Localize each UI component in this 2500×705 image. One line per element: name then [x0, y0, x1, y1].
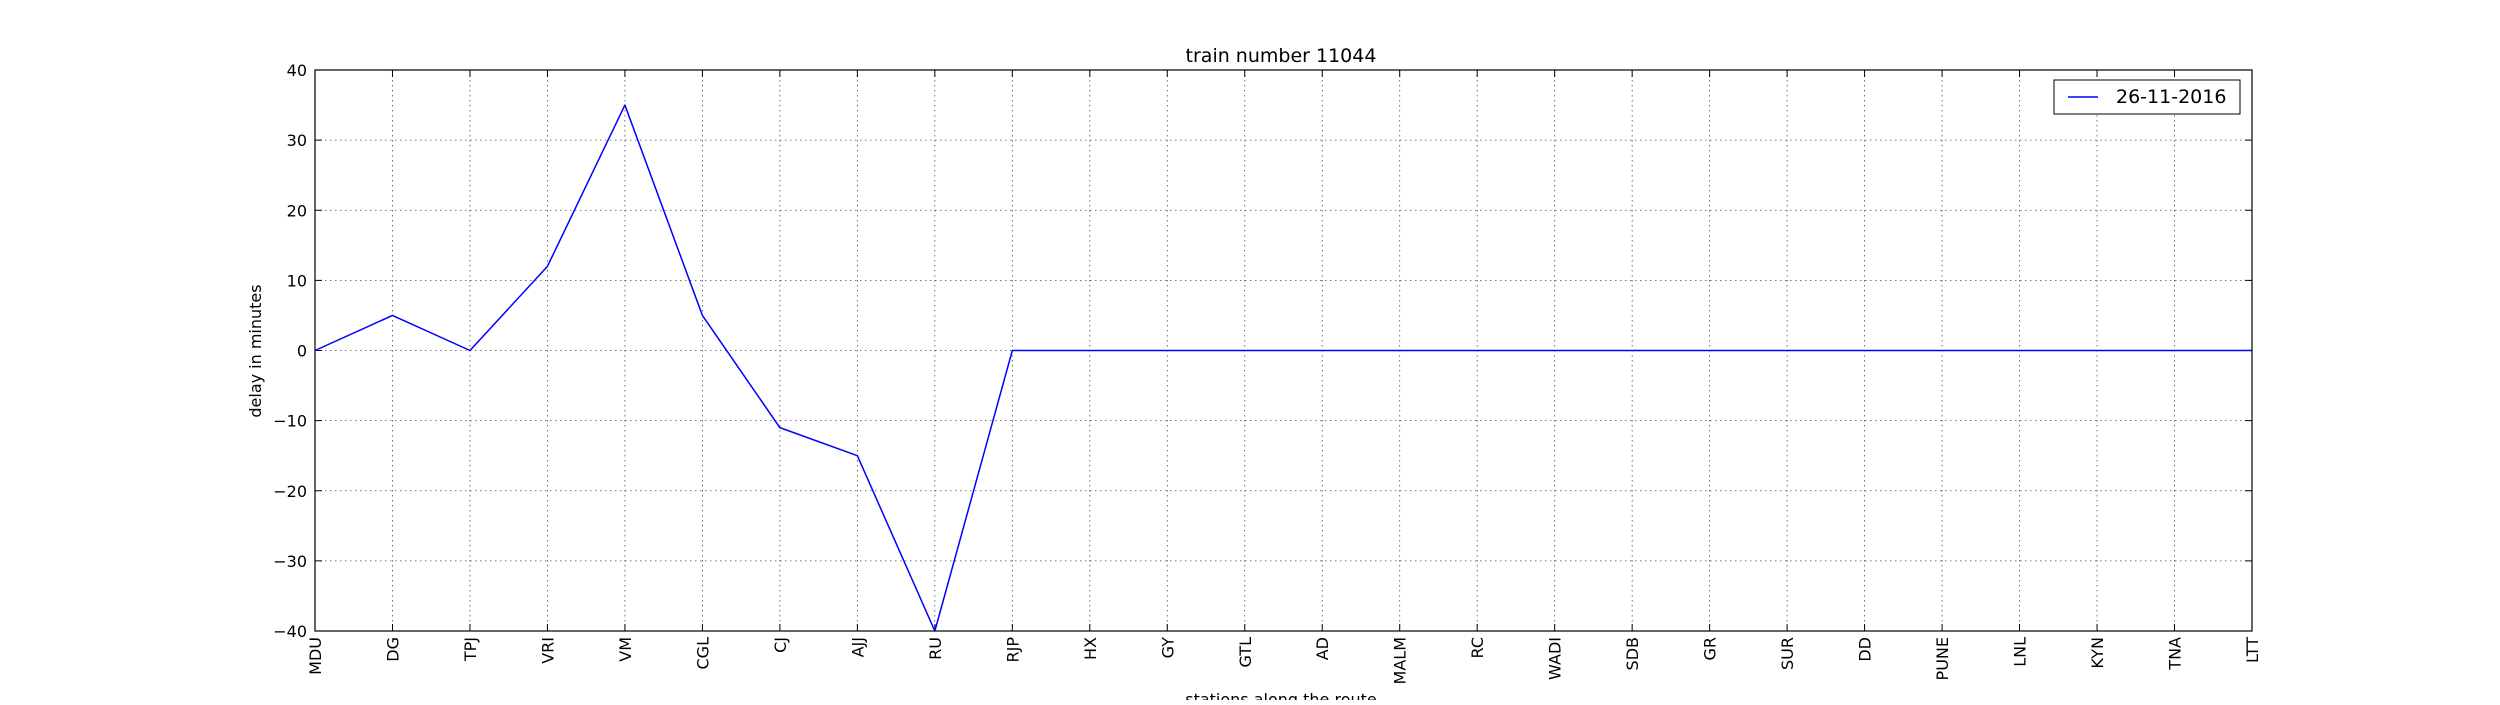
x-tick-label: RU	[926, 637, 945, 660]
x-axis-ticks: MDU DG TPJ VRI VM CGL CJ AJJ RU RJP HX GY GTL AD MALM R…	[306, 70, 2262, 684]
series-layer	[314, 104, 2252, 632]
y-tick-label: 0	[297, 342, 307, 361]
y-tick-label: −10	[273, 412, 307, 431]
plot-frame	[314, 69, 2253, 632]
x-tick-label: AD	[1313, 637, 1332, 660]
y-tick-label: −20	[273, 482, 307, 501]
x-tick-label: MALM	[1391, 637, 1410, 684]
y-tick-label: −30	[273, 552, 307, 571]
x-tick-label: SUR	[1778, 637, 1797, 670]
x-tick-label: GY	[1158, 637, 1177, 659]
legend-label: 26-11-2016	[2116, 86, 2226, 108]
x-tick-label: CJ	[771, 637, 790, 653]
x-tick-label: PUNE	[1933, 637, 1952, 680]
x-tick-label: DD	[1856, 637, 1875, 662]
x-tick-label: SDB	[1623, 637, 1642, 670]
x-tick-label: VM	[616, 637, 635, 662]
x-tick-label: GTL	[1236, 637, 1255, 668]
series-line-0	[314, 104, 2252, 632]
x-tick-label: WADI	[1546, 637, 1565, 680]
x-tick-label: LTT	[2243, 637, 2262, 663]
y-tick-label: −40	[273, 622, 307, 641]
x-tick-label: GR	[1701, 637, 1720, 661]
chart-title: train number 11044	[1186, 45, 1377, 67]
y-tick-label: 20	[287, 201, 307, 220]
x-tick-label: MDU	[306, 637, 325, 675]
y-axis-label: delay in minutes	[246, 284, 265, 417]
legend: 26-11-2016	[2053, 79, 2241, 115]
y-tick-label: 30	[287, 131, 307, 150]
x-tick-label: LNL	[2011, 637, 2030, 667]
x-tick-label: KYN	[2088, 637, 2107, 669]
x-tick-label: TNA	[2166, 637, 2185, 671]
x-tick-label: CGL	[693, 637, 712, 670]
x-tick-label: DG	[383, 637, 402, 662]
x-tick-label: TPJ	[461, 637, 480, 662]
x-axis-label: stations along the route	[1185, 690, 1377, 700]
x-tick-label: VRI	[538, 637, 557, 664]
x-tick-label: HX	[1081, 637, 1100, 660]
x-tick-label: RC	[1468, 637, 1487, 659]
x-tick-label: RJP	[1003, 637, 1022, 663]
x-tick-label: AJJ	[848, 637, 867, 657]
y-tick-label: 40	[287, 61, 307, 80]
y-tick-label: 10	[287, 271, 307, 290]
